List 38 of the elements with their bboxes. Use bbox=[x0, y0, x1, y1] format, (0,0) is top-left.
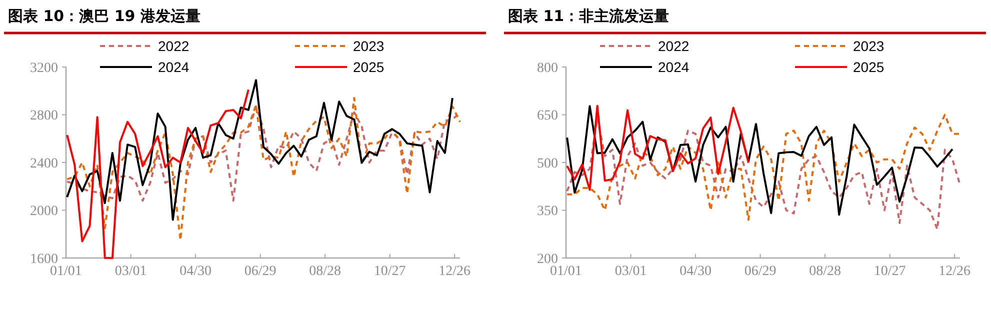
x-tick-label: 06/29 bbox=[744, 264, 776, 279]
x-tick-label: 01/01 bbox=[50, 264, 82, 279]
chart-title: 图表 11：非主流发运量 bbox=[508, 7, 670, 25]
legend-label: 2025 bbox=[353, 59, 384, 75]
y-tick-label: 3200 bbox=[30, 60, 58, 76]
x-tick-label: 03/01 bbox=[114, 264, 147, 279]
x-tick-label: 06/29 bbox=[244, 264, 276, 279]
y-tick-label: 2000 bbox=[30, 204, 58, 220]
y-tick-label: 2400 bbox=[30, 156, 58, 172]
x-tick-label: 12/26 bbox=[438, 264, 471, 279]
y-tick-label: 500 bbox=[537, 156, 558, 172]
line-series bbox=[66, 88, 250, 259]
x-tick-label: 12/26 bbox=[938, 264, 971, 279]
legend-label: 2022 bbox=[158, 38, 190, 54]
x-tick-label: 01/01 bbox=[550, 264, 582, 279]
x-tick-label: 08/28 bbox=[809, 264, 842, 279]
y-tick-label: 2800 bbox=[30, 108, 58, 124]
y-tick-label: 200 bbox=[537, 252, 558, 267]
y-tick-label: 350 bbox=[537, 204, 558, 220]
x-tick-label: 03/01 bbox=[614, 264, 647, 279]
legend-label: 2023 bbox=[353, 38, 384, 54]
line-series bbox=[566, 104, 750, 191]
chart-title: 图表 10：澳巴 19 港发运量 bbox=[8, 7, 200, 25]
x-tick-label: 10/27 bbox=[874, 264, 906, 279]
legend-label: 2022 bbox=[658, 38, 690, 54]
y-tick-label: 650 bbox=[537, 108, 558, 124]
legend-label: 2024 bbox=[158, 59, 190, 75]
legend-label: 2023 bbox=[853, 38, 884, 54]
line-series bbox=[66, 97, 461, 242]
legend-label: 2025 bbox=[853, 59, 884, 75]
x-tick-label: 04/30 bbox=[680, 264, 712, 279]
y-tick-label: 800 bbox=[537, 60, 558, 76]
line-series bbox=[66, 79, 454, 221]
y-tick-label: 1600 bbox=[30, 252, 58, 267]
legend-label: 2024 bbox=[658, 59, 690, 75]
x-tick-label: 04/30 bbox=[180, 264, 212, 279]
x-tick-label: 10/27 bbox=[374, 264, 406, 279]
x-tick-label: 08/28 bbox=[309, 264, 342, 279]
